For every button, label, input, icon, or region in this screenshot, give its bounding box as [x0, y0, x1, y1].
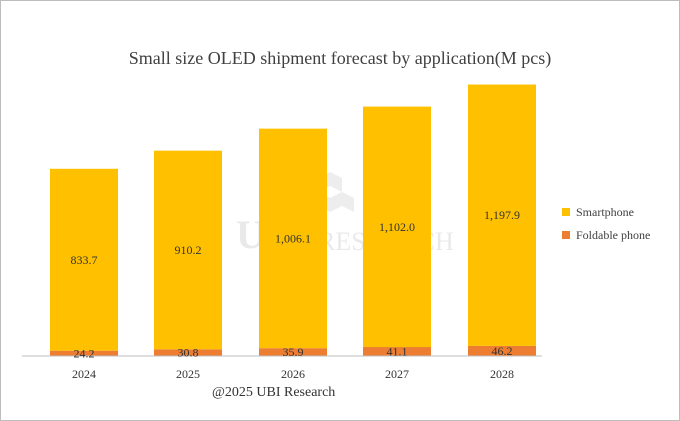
label-smartphone-2026: 1,006.1: [275, 231, 311, 245]
data-labels-layer: 24.2 833.7 30.8 910.2 35.9 1,006.1 41.1 1,102.0…: [71, 208, 521, 360]
legend-label-smartphone: Smartphone: [576, 205, 634, 219]
legend-swatch-foldable-phone: [562, 231, 570, 239]
label-foldable-2027: 41.1: [387, 345, 408, 359]
x-ticks-layer: 2024 2025 2026 2027 2028: [72, 367, 514, 381]
bar-foldable-2026: [259, 348, 327, 356]
label-smartphone-2028: 1,197.9: [484, 208, 520, 222]
x-tick-2027: 2027: [385, 367, 409, 381]
bar-smartphone-2026: [259, 128, 327, 349]
label-foldable-2028: 46.2: [492, 344, 513, 358]
label-foldable-2026: 35.9: [283, 345, 304, 359]
bar-smartphone-2024: [50, 168, 118, 351]
label-smartphone-2024: 833.7: [71, 253, 98, 267]
bar-foldable-2024: [50, 350, 118, 356]
legend-swatch-smartphone: [562, 208, 570, 216]
chart-title: Small size OLED shipment forecast by app…: [128, 48, 552, 68]
legend-label-foldable-phone: Foldable phone: [576, 228, 650, 242]
label-smartphone-2025: 910.2: [175, 243, 202, 257]
bar-foldable-2028: [468, 345, 536, 356]
label-foldable-2024: 24.2: [74, 346, 95, 360]
label-foldable-2025: 30.8: [178, 346, 199, 360]
label-smartphone-2027: 1,102.0: [379, 220, 415, 234]
x-tick-2028: 2028: [490, 367, 514, 381]
legend: Smartphone Foldable phone: [562, 205, 650, 242]
bars-layer: [50, 84, 536, 356]
bar-smartphone-2025: [154, 150, 222, 350]
x-tick-2024: 2024: [72, 367, 96, 381]
x-tick-2026: 2026: [281, 367, 305, 381]
bar-smartphone-2027: [363, 106, 431, 348]
bar-foldable-2025: [154, 349, 222, 356]
bar-smartphone-2028: [468, 84, 536, 346]
credit-text: @2025 UBI Research: [212, 385, 336, 400]
bar-foldable-2027: [363, 347, 431, 356]
x-tick-2025: 2025: [176, 367, 200, 381]
